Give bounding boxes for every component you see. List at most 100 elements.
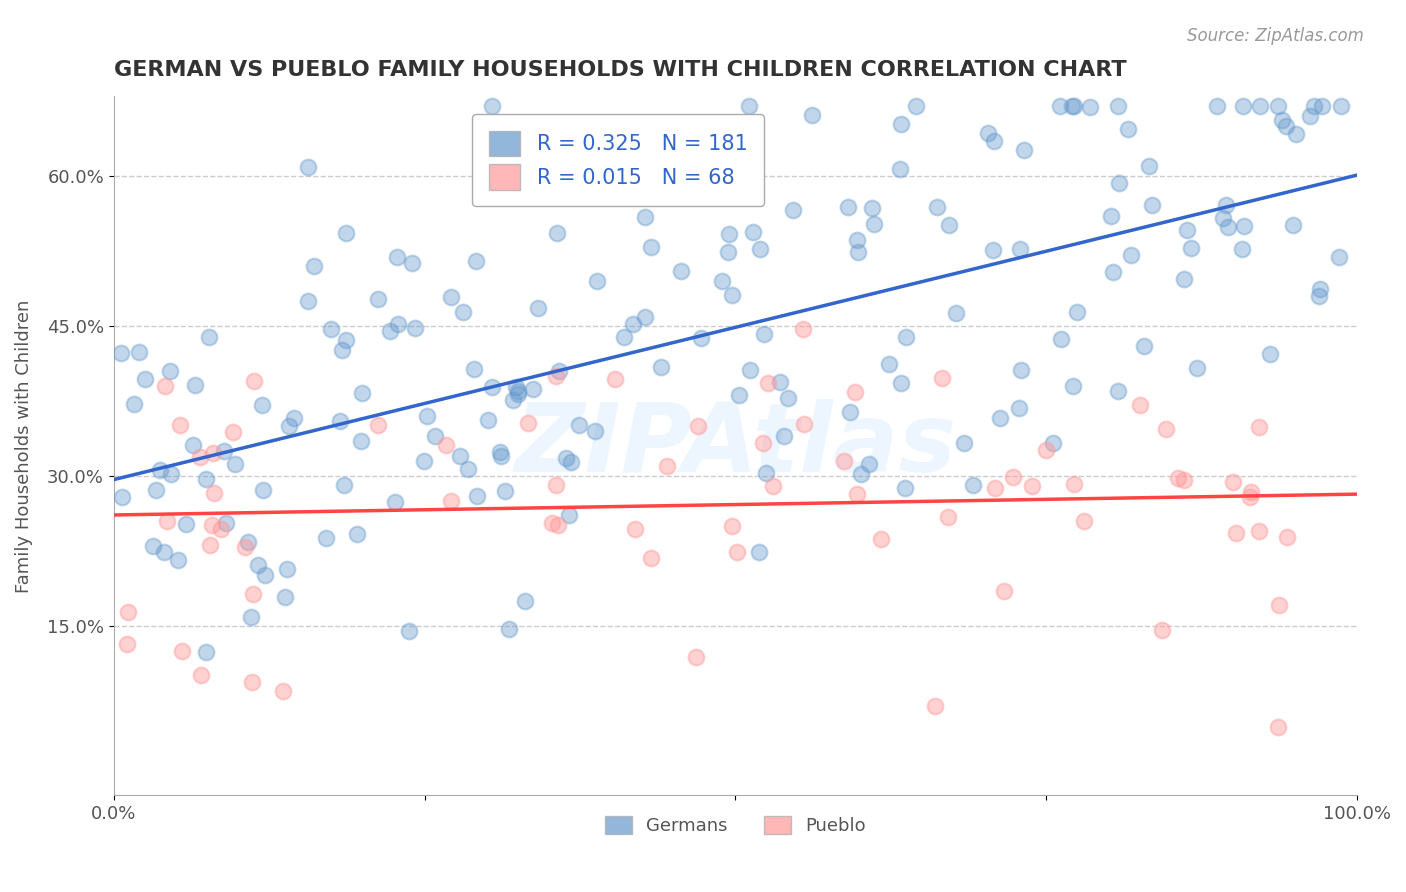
Point — [727, 388, 749, 402]
Point — [849, 467, 872, 481]
Point — [195, 472, 218, 486]
Point — [153, 379, 176, 393]
Point — [1285, 128, 1308, 142]
Point — [1222, 475, 1244, 490]
Point — [650, 359, 672, 374]
Point — [526, 301, 548, 315]
Point — [773, 429, 796, 443]
Point — [984, 482, 1007, 496]
Point — [756, 376, 779, 391]
Point — [546, 227, 568, 241]
Point — [1008, 401, 1031, 415]
Point — [194, 645, 217, 659]
Point — [449, 449, 471, 463]
Point — [1175, 223, 1198, 237]
Point — [782, 202, 804, 217]
Point — [718, 227, 741, 242]
Point — [685, 650, 707, 665]
Point — [315, 531, 337, 545]
Point — [1299, 109, 1322, 123]
Point — [846, 487, 869, 501]
Point — [124, 397, 146, 411]
Point — [278, 418, 301, 433]
Point — [1021, 479, 1043, 493]
Point — [1180, 241, 1202, 255]
Point — [1225, 525, 1247, 540]
Point — [1010, 242, 1032, 256]
Point — [169, 417, 191, 432]
Point — [440, 494, 463, 508]
Point — [513, 594, 536, 608]
Point — [202, 446, 225, 460]
Point — [983, 134, 1005, 148]
Point — [762, 478, 785, 492]
Point — [1049, 99, 1071, 113]
Point — [465, 489, 488, 503]
Point — [1173, 272, 1195, 286]
Point — [145, 483, 167, 497]
Point — [1205, 99, 1227, 113]
Point — [769, 375, 792, 389]
Point — [877, 357, 900, 371]
Point — [464, 254, 486, 268]
Point — [924, 698, 946, 713]
Point — [583, 424, 606, 438]
Point — [1330, 99, 1353, 113]
Point — [931, 371, 953, 385]
Point — [742, 226, 765, 240]
Point — [329, 414, 352, 428]
Point — [111, 490, 134, 504]
Point — [1230, 242, 1253, 256]
Point — [927, 200, 949, 214]
Point — [1267, 720, 1289, 734]
Point — [159, 364, 181, 378]
Point — [1232, 99, 1254, 113]
Point — [246, 558, 269, 573]
Point — [846, 234, 869, 248]
Point — [1073, 514, 1095, 528]
Point — [869, 532, 891, 546]
Point — [547, 518, 569, 533]
Point — [1133, 338, 1156, 352]
Point — [1240, 485, 1263, 500]
Point — [1167, 471, 1189, 485]
Point — [183, 378, 205, 392]
Point — [1010, 363, 1032, 377]
Point — [748, 545, 770, 559]
Point — [1102, 265, 1125, 279]
Point — [128, 345, 150, 359]
Point — [755, 467, 778, 481]
Point — [385, 250, 408, 264]
Point — [1249, 99, 1271, 113]
Point — [384, 495, 406, 509]
Point — [1066, 305, 1088, 319]
Point — [335, 226, 357, 240]
Point — [1142, 198, 1164, 212]
Point — [863, 217, 886, 231]
Point — [1063, 99, 1085, 113]
Point — [945, 306, 967, 320]
Point — [832, 453, 855, 467]
Point — [624, 522, 647, 536]
Point — [188, 450, 211, 464]
Point — [711, 274, 734, 288]
Point — [502, 393, 524, 408]
Point — [517, 416, 540, 430]
Point — [412, 454, 434, 468]
Point — [156, 515, 179, 529]
Point — [1108, 176, 1130, 190]
Point — [717, 244, 740, 259]
Point — [1173, 473, 1195, 487]
Point — [271, 683, 294, 698]
Point — [440, 290, 463, 304]
Point — [1308, 289, 1330, 303]
Point — [170, 643, 193, 657]
Point — [1042, 436, 1064, 450]
Point — [254, 568, 277, 582]
Point — [489, 445, 512, 459]
Point — [110, 346, 132, 360]
Point — [1185, 361, 1208, 376]
Point — [494, 484, 516, 499]
Point — [560, 455, 582, 469]
Point — [297, 293, 319, 308]
